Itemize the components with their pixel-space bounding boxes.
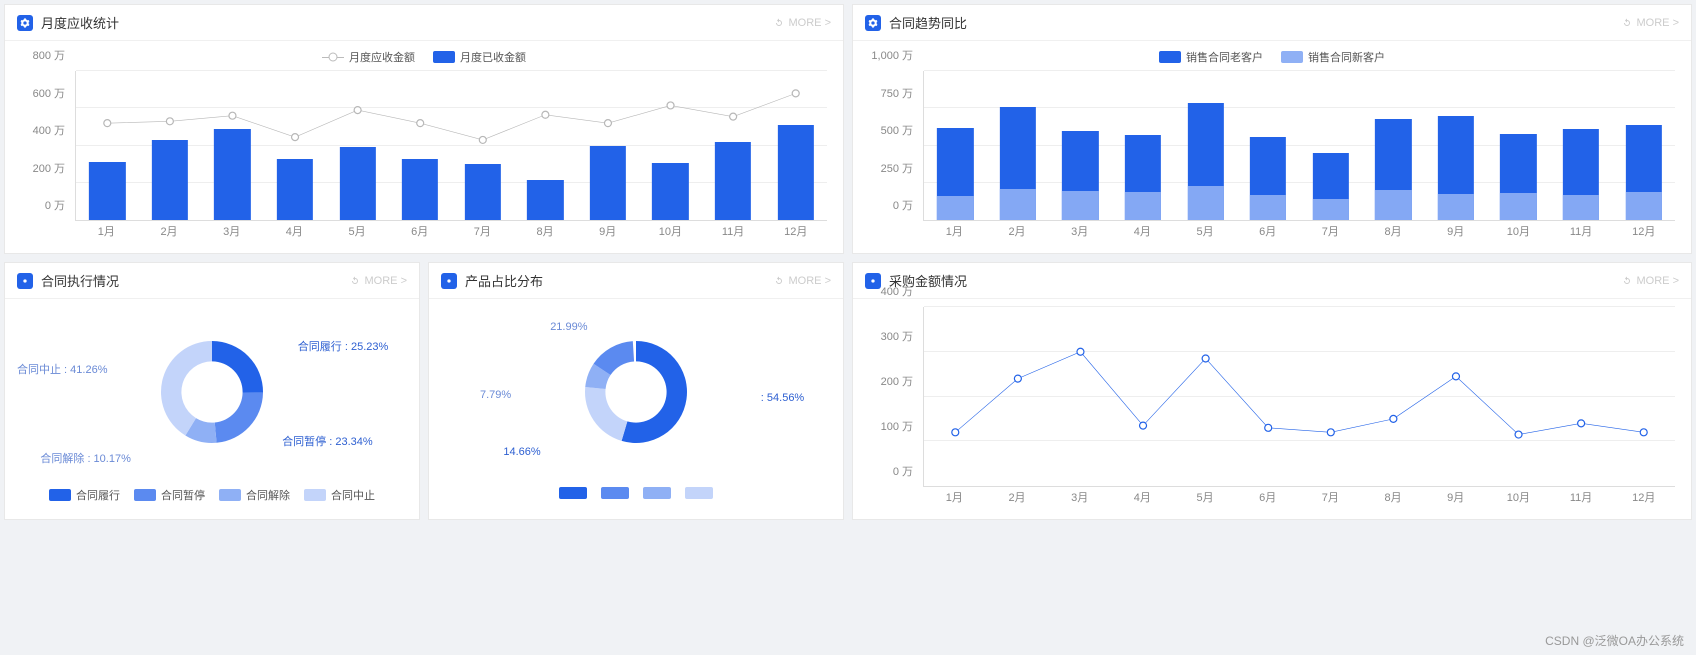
bar-swatch xyxy=(1281,51,1303,63)
more-link[interactable]: MORE > xyxy=(773,275,831,287)
legend-item[interactable]: 合同解除 xyxy=(219,487,290,503)
legend-item[interactable]: 合同暂停 xyxy=(134,487,205,503)
panel-header: 合同趋势同比 MORE > xyxy=(853,5,1691,41)
donut-chart: 合同履行 : 25.23%合同暂停 : 23.34%合同解除 : 10.17%合… xyxy=(17,307,407,477)
gear-icon xyxy=(441,273,457,289)
panel-body: 月度应收金额 月度已收金额 0 万200 万400 万600 万800 万1月2… xyxy=(5,41,843,253)
panel-header: 月度应收统计 MORE > xyxy=(5,5,843,41)
gear-icon xyxy=(17,15,33,31)
legend-item[interactable]: 销售合同新客户 xyxy=(1281,49,1385,65)
more-link[interactable]: MORE > xyxy=(349,275,407,287)
donut-chart: : 54.56%21.99%7.79%14.66% xyxy=(441,307,831,477)
legend: 销售合同老客户 销售合同新客户 xyxy=(865,49,1679,65)
panel-body: 0 万100 万200 万300 万400 万1月2月3月4月5月6月7月8月9… xyxy=(853,299,1691,519)
gear-icon xyxy=(865,273,881,289)
panel-product-share: 产品占比分布 MORE > : 54.56%21.99%7.79%14.66% xyxy=(428,262,844,520)
panel-title: 合同趋势同比 xyxy=(889,13,1621,32)
watermark: CSDN @泛微OA办公系统 xyxy=(1545,632,1684,649)
panel-body: 销售合同老客户 销售合同新客户 0 万250 万500 万750 万1,000 … xyxy=(853,41,1691,253)
panel-title: 产品占比分布 xyxy=(465,271,773,290)
panel-title: 月度应收统计 xyxy=(41,13,773,32)
panel-title: 采购金额情况 xyxy=(889,271,1621,290)
panel-header: 产品占比分布 MORE > xyxy=(429,263,843,299)
combo-chart: 0 万200 万400 万600 万800 万1月2月3月4月5月6月7月8月9… xyxy=(17,71,831,241)
legend-swatch[interactable] xyxy=(643,487,671,499)
panel-title: 合同执行情况 xyxy=(41,271,349,290)
legend-item[interactable]: 月度已收金额 xyxy=(433,49,526,65)
gear-icon xyxy=(865,15,881,31)
bar-swatch xyxy=(1159,51,1181,63)
legend-swatch[interactable] xyxy=(559,487,587,499)
panel-header: 合同执行情况 MORE > xyxy=(5,263,419,299)
panel-header: 采购金额情况 MORE > xyxy=(853,263,1691,299)
legend: 月度应收金额 月度已收金额 xyxy=(17,49,831,65)
stacked-bar-chart: 0 万250 万500 万750 万1,000 万1月2月3月4月5月6月7月8… xyxy=(865,71,1679,241)
legend xyxy=(441,487,831,499)
line-swatch xyxy=(322,52,344,62)
legend: 合同履行 合同暂停 合同解除 合同中止 xyxy=(17,487,407,503)
more-link[interactable]: MORE > xyxy=(1621,275,1679,287)
panel-body: : 54.56%21.99%7.79%14.66% xyxy=(429,299,843,511)
panel-monthly-receivable: 月度应收统计 MORE > 月度应收金额 月度已收金额 0 万200 万400 … xyxy=(4,4,844,254)
more-link[interactable]: MORE > xyxy=(1621,17,1679,29)
panel-body: 合同履行 : 25.23%合同暂停 : 23.34%合同解除 : 10.17%合… xyxy=(5,299,419,515)
panel-contract-exec: 合同执行情况 MORE > 合同履行 : 25.23%合同暂停 : 23.34%… xyxy=(4,262,420,520)
gear-icon xyxy=(17,273,33,289)
legend-item[interactable]: 合同履行 xyxy=(49,487,120,503)
line-chart: 0 万100 万200 万300 万400 万1月2月3月4月5月6月7月8月9… xyxy=(865,307,1679,507)
legend-swatch[interactable] xyxy=(601,487,629,499)
more-link[interactable]: MORE > xyxy=(773,17,831,29)
legend-item[interactable]: 销售合同老客户 xyxy=(1159,49,1263,65)
legend-item[interactable]: 月度应收金额 xyxy=(322,49,415,65)
panel-contract-trend: 合同趋势同比 MORE > 销售合同老客户 销售合同新客户 0 万250 万50… xyxy=(852,4,1692,254)
legend-swatch[interactable] xyxy=(685,487,713,499)
bar-swatch xyxy=(433,51,455,63)
legend-item[interactable]: 合同中止 xyxy=(304,487,375,503)
panel-purchase-amount: 采购金额情况 MORE > 0 万100 万200 万300 万400 万1月2… xyxy=(852,262,1692,520)
